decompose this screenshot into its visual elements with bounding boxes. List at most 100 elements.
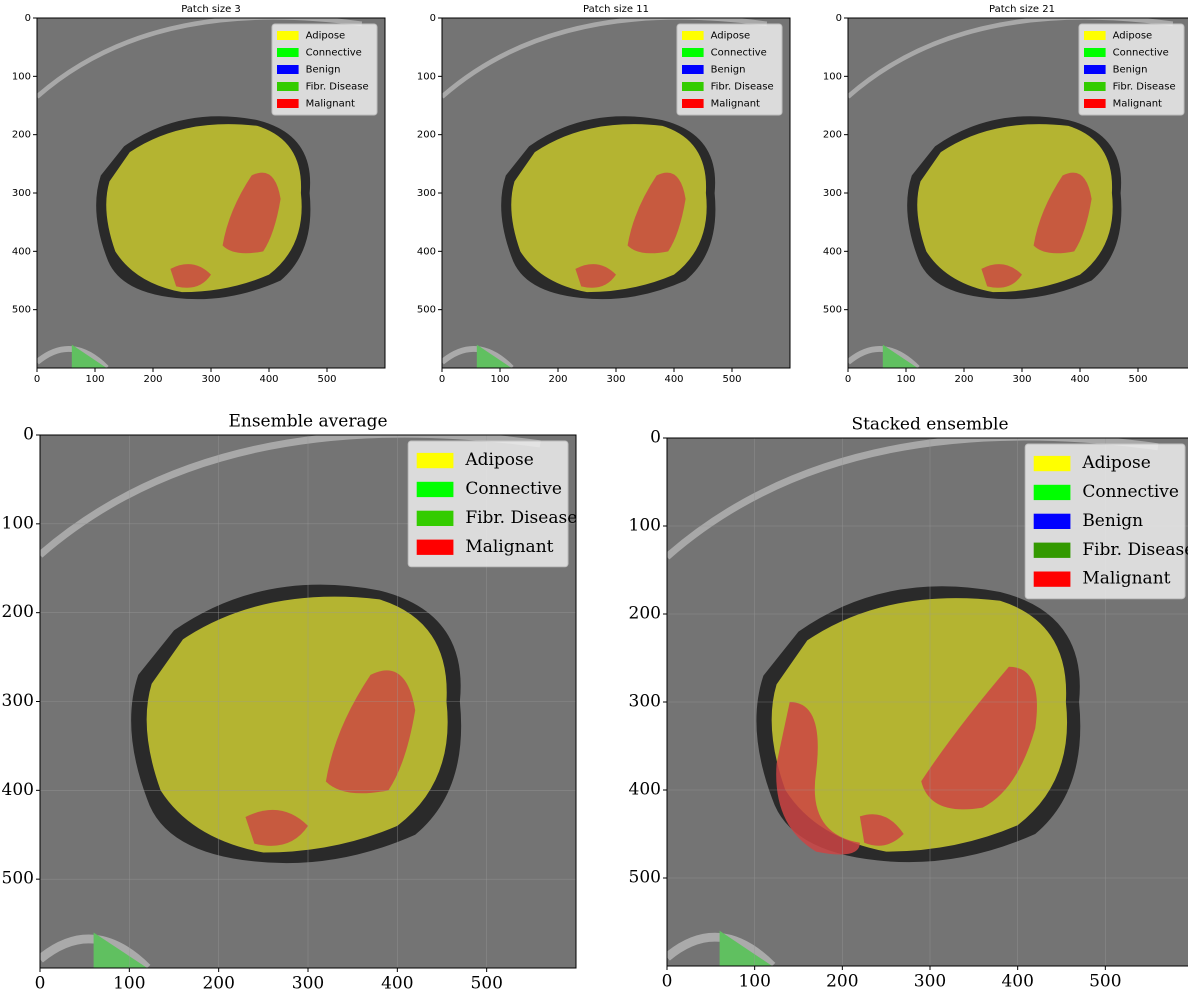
- y-tick-label: 400: [823, 246, 842, 257]
- x-tick-label: 200: [954, 374, 973, 385]
- y-tick-label: 300: [823, 188, 842, 199]
- x-tick-label: 300: [914, 971, 946, 989]
- x-tick-label: 100: [113, 973, 145, 989]
- y-tick-label: 0: [25, 13, 31, 24]
- legend-label: Connective: [1082, 482, 1179, 502]
- y-tick-label: 300: [12, 188, 31, 199]
- x-tick-label: 400: [381, 973, 413, 989]
- x-tick-label: 0: [35, 973, 46, 989]
- x-tick-label: 100: [896, 374, 915, 385]
- legend-swatch: [1084, 82, 1106, 91]
- x-tick-label: 300: [201, 374, 220, 385]
- panel-title: Patch size 21: [989, 4, 1055, 15]
- x-tick-label: 0: [34, 374, 40, 385]
- y-tick-label: 400: [629, 780, 661, 800]
- legend-swatch: [1034, 514, 1071, 529]
- y-tick-label: 500: [823, 305, 842, 316]
- legend-swatch: [277, 31, 299, 40]
- legend-label: Fibr. Disease: [1113, 82, 1176, 93]
- legend-swatch: [682, 99, 704, 108]
- legend-swatch: [1084, 48, 1106, 57]
- x-tick-label: 500: [1128, 374, 1147, 385]
- x-tick-label: 100: [85, 374, 104, 385]
- legend-label: Adipose: [306, 31, 346, 42]
- legend-label: Adipose: [1081, 453, 1151, 473]
- legend-label: Connective: [306, 48, 362, 59]
- y-tick-label: 0: [650, 428, 661, 448]
- y-tick-label: 0: [23, 425, 34, 445]
- legend-label: Connective: [465, 479, 562, 499]
- x-tick-label: 300: [1012, 374, 1031, 385]
- y-tick-label: 200: [12, 130, 31, 141]
- legend-swatch: [682, 65, 704, 74]
- legend-swatch: [682, 82, 704, 91]
- panel-title: Patch size 3: [181, 4, 241, 15]
- x-tick-label: 500: [317, 374, 336, 385]
- legend-swatch: [277, 48, 299, 57]
- legend-swatch: [417, 540, 454, 555]
- legend-label: Malignant: [711, 99, 760, 110]
- legend-swatch: [682, 31, 704, 40]
- legend-label: Malignant: [1082, 569, 1170, 589]
- x-tick-label: 200: [548, 374, 567, 385]
- legend-swatch: [277, 99, 299, 108]
- legend-swatch: [277, 82, 299, 91]
- x-tick-label: 100: [738, 971, 770, 989]
- y-tick-label: 200: [2, 602, 34, 622]
- x-tick-label: 0: [439, 374, 445, 385]
- legend-label: Connective: [1113, 48, 1169, 59]
- legend-swatch: [1084, 99, 1106, 108]
- y-tick-label: 500: [2, 869, 34, 889]
- x-tick-label: 200: [143, 374, 162, 385]
- legend-swatch: [1034, 485, 1071, 500]
- legend-label: Fibr. Disease: [1082, 540, 1188, 560]
- x-tick-label: 0: [845, 374, 851, 385]
- legend-label: Malignant: [306, 99, 355, 110]
- y-tick-label: 400: [417, 246, 436, 257]
- x-tick-label: 200: [202, 973, 234, 989]
- y-tick-label: 0: [836, 13, 842, 24]
- panel-title: Ensemble average: [228, 412, 387, 432]
- y-tick-label: 400: [2, 780, 34, 800]
- legend-swatch: [417, 453, 454, 468]
- figure: 0 100 200 300 400 500 0 100 200 300 400 500 Patch si…: [0, 0, 1188, 989]
- x-tick-label: 500: [470, 973, 502, 989]
- legend-swatch: [1084, 31, 1106, 40]
- legend-label: Benign: [306, 65, 341, 76]
- y-tick-label: 500: [629, 868, 661, 888]
- x-tick-label: 300: [292, 973, 324, 989]
- y-tick-label: 300: [629, 692, 661, 712]
- x-tick-label: 500: [722, 374, 741, 385]
- x-tick-label: 300: [606, 374, 625, 385]
- x-tick-label: 400: [1001, 971, 1033, 989]
- y-tick-label: 100: [417, 71, 436, 82]
- legend-swatch: [417, 482, 454, 497]
- y-tick-label: 200: [417, 130, 436, 141]
- y-tick-label: 200: [823, 130, 842, 141]
- x-tick-label: 400: [664, 374, 683, 385]
- y-tick-label: 0: [430, 13, 436, 24]
- legend-swatch: [417, 511, 454, 526]
- x-tick-label: 0: [662, 971, 673, 989]
- legend-label: Fibr. Disease: [465, 508, 577, 528]
- y-tick-label: 500: [417, 305, 436, 316]
- y-tick-label: 100: [2, 513, 34, 533]
- legend-label: Malignant: [465, 537, 553, 557]
- y-tick-label: 200: [629, 604, 661, 624]
- legend-swatch: [1034, 543, 1071, 558]
- legend-swatch: [1034, 572, 1071, 587]
- legend-label: Adipose: [464, 450, 534, 470]
- x-tick-label: 100: [490, 374, 509, 385]
- legend-swatch: [1034, 456, 1071, 471]
- legend-swatch: [277, 65, 299, 74]
- legend-label: Malignant: [1113, 99, 1162, 110]
- y-tick-label: 300: [417, 188, 436, 199]
- y-tick-label: 100: [629, 516, 661, 536]
- y-tick-label: 300: [2, 691, 34, 711]
- legend-label: Fibr. Disease: [306, 82, 369, 93]
- legend-label: Adipose: [1113, 31, 1153, 42]
